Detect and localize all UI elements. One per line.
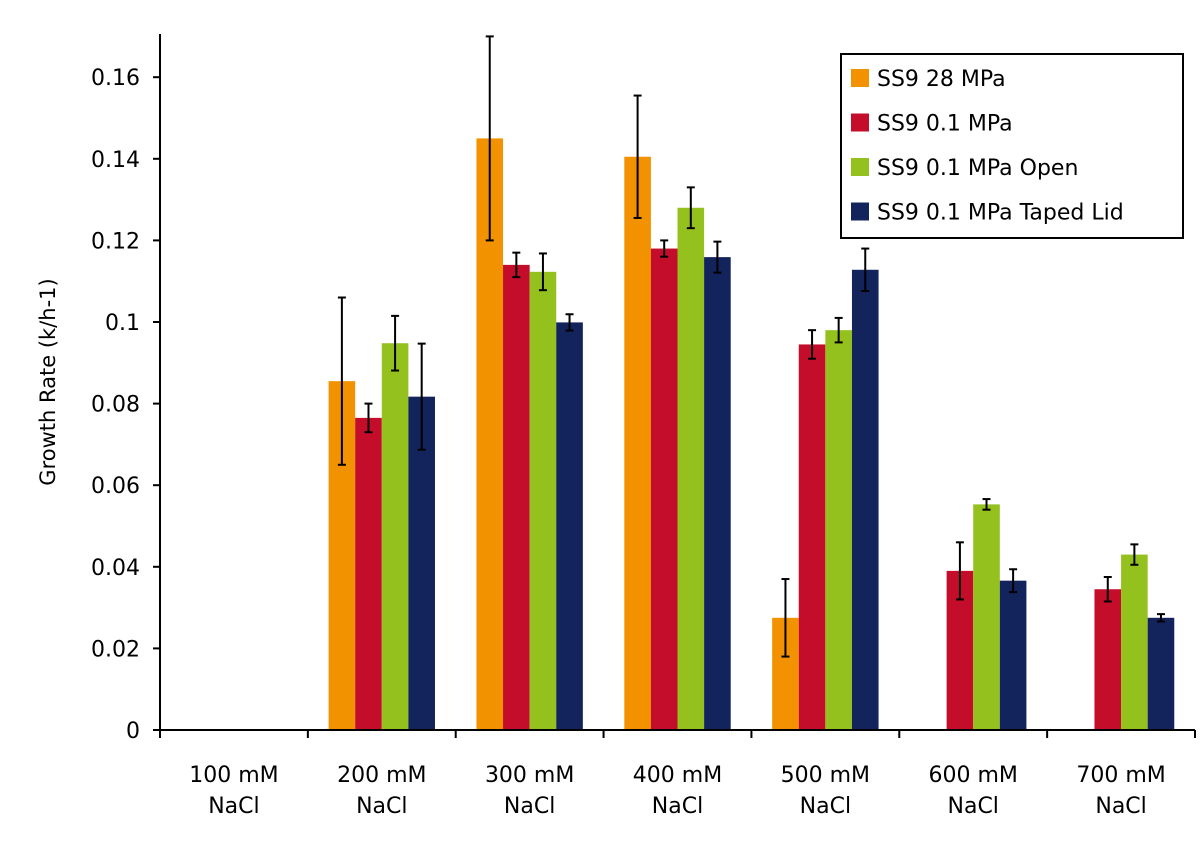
bar [1094,589,1122,730]
error-bar [781,578,790,658]
bars [328,138,1175,730]
y-axis-ticks [153,76,160,731]
error-bar [538,252,547,292]
legend-box [840,53,1184,239]
legend-swatch [851,158,869,176]
legend-label: SS9 0.1 MPa [877,112,1013,137]
x-category-label: 400 mM NaCl [633,763,722,819]
bar [1121,554,1148,730]
bar [650,248,678,730]
legend: SS9 28 MPa SS9 0.1 MPa SS9 0.1 MPa Open SS9… [840,53,1184,239]
legend-swatch [851,202,869,221]
legend-swatch [851,113,869,132]
bar [408,396,435,730]
bar [355,417,382,730]
y-tick-label: 0 [126,719,140,744]
legend-swatch [851,69,869,87]
error-bar [1130,543,1139,566]
x-category-label-line: NaCl [800,794,851,819]
error-bar [808,329,817,360]
error-bar [565,313,574,332]
x-category-label-line: NaCl [208,794,259,819]
x-category-label: 300 mM NaCl [485,763,574,819]
legend-label: SS9 0.1 MPa Open [877,156,1078,181]
y-axis-title: Growth Rate (k/h-1) [36,278,60,485]
bar [999,580,1027,730]
x-category-label-line: NaCl [1095,794,1146,819]
error-bar [1103,576,1112,603]
error-bar [686,186,695,230]
error-bar [660,239,669,258]
error-bar [1009,568,1018,594]
error-bar [955,541,964,601]
x-category-label-line: 300 mM [485,763,574,788]
legend-label: SS9 28 MPa [877,67,1006,92]
y-tick-label: 0.16 [91,66,140,91]
error-bar [633,94,642,219]
x-category-label: 200 mM NaCl [337,763,426,819]
x-category-label-line: NaCl [504,794,555,819]
bar [798,344,826,730]
y-tick-label: 0.04 [91,556,140,581]
y-tick-label: 0.06 [91,474,140,499]
error-bar [861,247,870,292]
error-bar [1156,613,1165,623]
x-category-label-line: NaCl [948,794,999,819]
error-bar [485,35,494,242]
bar [503,264,530,730]
error-bar [982,498,991,511]
x-category-label-line: 100 mM [189,763,278,788]
bar [1147,617,1175,730]
x-category-label: 700 mM NaCl [1076,763,1165,819]
y-axis-tick-labels: 0 0.02 0.04 0.06 0.08 0.1 0.12 0.14 0.16 [91,66,140,744]
x-category-label-line: 500 mM [781,763,870,788]
x-category-label: 100 mM NaCl [189,763,278,819]
error-bar [512,251,521,279]
x-axis-category-labels: 100 mM NaCl 200 mM NaCl 300 mM NaCl 400 mM NaCl… [189,763,1166,819]
bar [556,322,583,730]
error-bar [337,296,346,466]
x-category-label-line: NaCl [652,794,703,819]
bar [624,156,651,730]
bar [704,257,731,730]
legend-label: SS9 0.1 MPa Taped Lid [877,201,1124,226]
x-category-label-line: NaCl [356,794,407,819]
bar [973,504,1000,730]
error-bar [391,314,400,372]
bar [825,330,852,730]
y-tick-label: 0.08 [91,393,140,418]
x-category-label-line: 400 mM [633,763,722,788]
error-bar [364,402,373,434]
y-tick-label: 0.02 [91,637,140,662]
error-bars [337,35,1165,658]
error-bar [417,342,426,451]
x-axis-ticks [159,730,1196,738]
error-bar [834,316,843,344]
x-category-label-line: 600 mM [929,763,1018,788]
bar [529,271,557,730]
x-category-label-line: 700 mM [1076,763,1165,788]
bar [381,343,409,730]
bar [851,269,879,730]
y-tick-label: 0.1 [105,311,140,336]
y-tick-label: 0.14 [91,148,140,173]
bar [677,207,705,730]
x-category-label-line: 200 mM [337,763,426,788]
x-category-label: 500 mM NaCl [781,763,870,819]
error-bar [713,240,722,274]
x-category-label: 600 mM NaCl [929,763,1018,819]
y-tick-label: 0.12 [91,229,140,254]
